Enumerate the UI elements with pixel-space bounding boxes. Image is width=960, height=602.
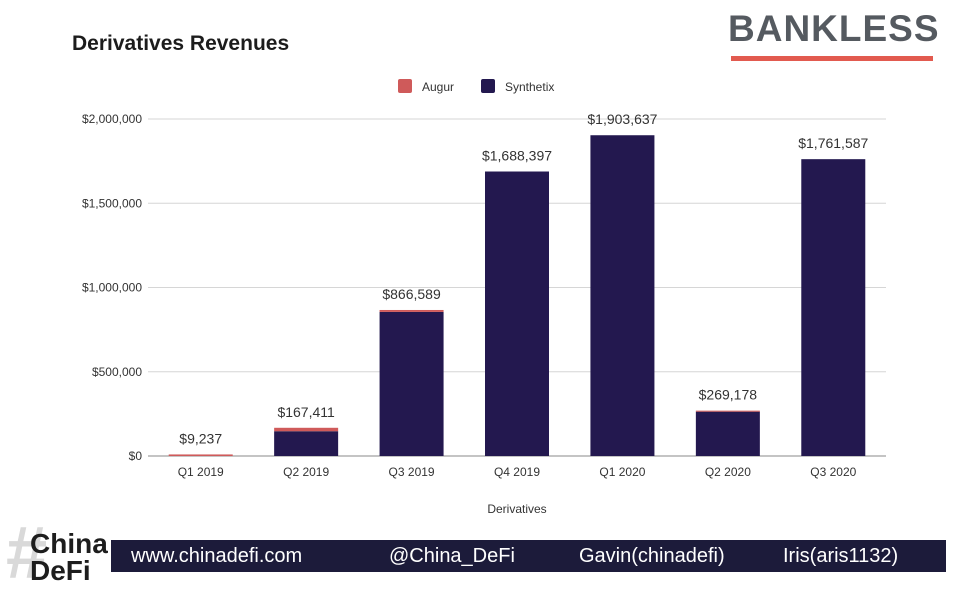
bar-total-label: $1,761,587 [798, 135, 868, 151]
y-tick-label: $500,000 [92, 365, 142, 379]
bar-synthetix [801, 159, 866, 456]
bar-augur [695, 410, 760, 412]
bar-synthetix [379, 311, 444, 456]
bar-augur [379, 309, 444, 312]
bar-total-label: $866,589 [382, 286, 441, 302]
bar-synthetix [695, 411, 760, 456]
bar-augur [274, 427, 339, 432]
x-tick-label: Q4 2019 [494, 465, 540, 479]
x-tick-label: Q1 2020 [599, 465, 645, 479]
legend: Augur Synthetix [398, 79, 554, 94]
brand-underline [731, 56, 933, 61]
chart-title: Derivatives Revenues [72, 32, 290, 55]
x-axis-label: Derivatives [487, 502, 546, 516]
chinadefi-logo: # China DeFi [6, 516, 116, 590]
brand-logo: BANKLESS [728, 8, 940, 49]
x-tick-label: Q2 2019 [283, 465, 329, 479]
x-tick-label: Q3 2019 [389, 465, 435, 479]
bar-chart: Augur Synthetix $0 $500,000 $1,000,000 $1,50… [82, 79, 886, 516]
x-axis-ticks: Q1 2019 Q2 2019 Q3 2019 Q4 2019 Q1 2020 Q2 20… [178, 465, 857, 479]
x-tick-label: Q1 2019 [178, 465, 224, 479]
footer-bar: www.chinadefi.com @China_DeFi Gavin(chin… [111, 540, 946, 572]
logo-text-defi: DeFi [30, 555, 91, 586]
y-tick-label: $0 [129, 449, 143, 463]
hash-icon: # [6, 511, 48, 594]
legend-label-augur: Augur [422, 80, 454, 94]
legend-label-synthetix: Synthetix [505, 80, 554, 94]
x-tick-label: Q2 2020 [705, 465, 751, 479]
total-labels: $9,237 $167,411 $866,589 $1,688,397 $1,903,6… [179, 111, 868, 446]
footer-website: www.chinadefi.com [131, 544, 303, 567]
legend-swatch-augur [398, 79, 412, 93]
bar-synthetix [485, 171, 549, 456]
bars [168, 135, 866, 456]
bar-total-label: $167,411 [277, 404, 335, 420]
x-tick-label: Q3 2020 [810, 465, 856, 479]
legend-swatch-synthetix [481, 79, 495, 93]
footer-author-iris: Iris(aris1132) [783, 544, 899, 567]
y-tick-label: $2,000,000 [82, 112, 142, 126]
bar-synthetix [590, 135, 655, 456]
footer-handle: @China_DeFi [389, 544, 515, 567]
bar-augur [168, 454, 233, 456]
bar-total-label: $9,237 [179, 430, 222, 446]
bar-total-label: $1,688,397 [482, 148, 552, 164]
y-axis-ticks: $0 $500,000 $1,000,000 $1,500,000 $2,000,000 [82, 112, 142, 463]
logo-text-china: China [30, 528, 108, 559]
y-tick-label: $1,500,000 [82, 196, 142, 210]
y-tick-label: $1,000,000 [82, 281, 142, 295]
bar-total-label: $269,178 [699, 387, 758, 403]
bar-total-label: $1,903,637 [587, 111, 657, 127]
footer-author-gavin: Gavin(chinadefi) [579, 544, 725, 567]
bar-synthetix [274, 431, 339, 456]
